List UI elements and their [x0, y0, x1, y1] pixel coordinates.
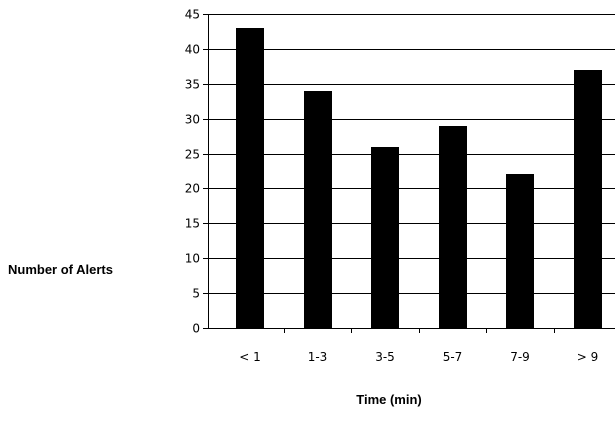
- x-axis-title: Time (min): [356, 392, 422, 407]
- bar: [371, 147, 399, 328]
- grid-lines: [208, 14, 615, 294]
- x-tick-label: > 9: [577, 350, 599, 364]
- bar: [506, 174, 534, 328]
- y-tick-label: 10: [185, 252, 200, 266]
- y-tick-label: 5: [192, 287, 200, 301]
- y-tick-label: 30: [185, 113, 200, 127]
- x-tick-label: 5-7: [443, 350, 463, 364]
- bar: [304, 91, 332, 328]
- bar: [236, 28, 264, 328]
- x-tick-labels: < 1 1-3 3-5 5-7 7-9 > 9: [239, 350, 598, 364]
- x-tick-label: < 1: [239, 350, 261, 364]
- y-tick-label: 25: [185, 148, 200, 162]
- y-tick-label: 0: [192, 322, 200, 336]
- y-tick-labels: 0 5 10 15 20 25 30 35 40 45: [185, 8, 200, 336]
- bar: [439, 126, 467, 328]
- x-tick-label: 1-3: [308, 350, 328, 364]
- y-tick-label: 45: [185, 8, 200, 22]
- y-axis-title: Number of Alerts: [8, 262, 113, 277]
- bar: [574, 70, 602, 328]
- y-tick-label: 35: [185, 78, 200, 92]
- x-tick-label: 7-9: [510, 350, 530, 364]
- y-tick-label: 40: [185, 43, 200, 57]
- y-tick-label: 20: [185, 182, 200, 196]
- axes: [203, 14, 615, 333]
- x-tick-label: 3-5: [375, 350, 395, 364]
- y-tick-label: 15: [185, 217, 200, 231]
- bars: [236, 28, 602, 328]
